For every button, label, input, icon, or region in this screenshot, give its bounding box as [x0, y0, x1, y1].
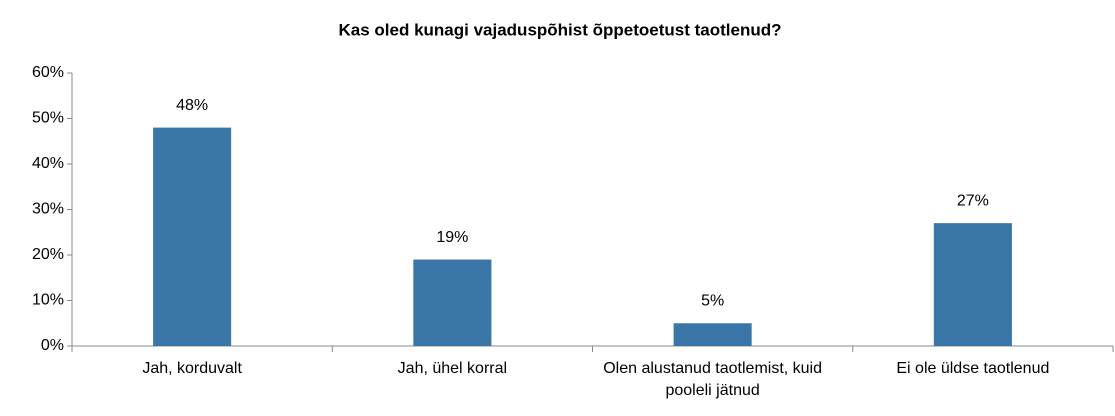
- x-tick-label-box: Jah, ühel korral: [397, 360, 508, 377]
- y-tick-label: 10%: [32, 292, 64, 309]
- bar: [933, 223, 1012, 346]
- y-tick-label: 30%: [32, 201, 64, 218]
- chart-title: Kas oled kunagi vajaduspõhist õppetoetus…: [339, 20, 782, 39]
- y-tick-label: 40%: [32, 155, 64, 172]
- data-label: 19%: [436, 229, 468, 246]
- bar: [153, 127, 232, 346]
- data-label: 5%: [701, 292, 724, 309]
- y-tick-label: 0%: [41, 337, 64, 354]
- x-tick-label-box: Ei ole üldse taotlenud: [896, 360, 1050, 377]
- x-tick-label: Jah, korduvalt: [142, 360, 242, 377]
- data-label: 27%: [957, 192, 989, 209]
- x-tick-label: Olen alustanud taotlemist, kuid pooleli …: [603, 360, 823, 399]
- x-tick-label-box: Jah, korduvalt: [142, 360, 242, 377]
- y-tick-label: 60%: [32, 64, 64, 81]
- x-tick-label-box: Olen alustanud taotlemist, kuid pooleli …: [603, 360, 823, 399]
- x-tick-label: Ei ole üldse taotlenud: [896, 360, 1050, 377]
- data-label: 48%: [176, 97, 208, 114]
- bar: [673, 323, 752, 346]
- bar: [413, 259, 492, 346]
- y-tick-label: 50%: [32, 110, 64, 127]
- y-tick-label: 20%: [32, 246, 64, 263]
- x-tick-label: Jah, ühel korral: [397, 360, 508, 377]
